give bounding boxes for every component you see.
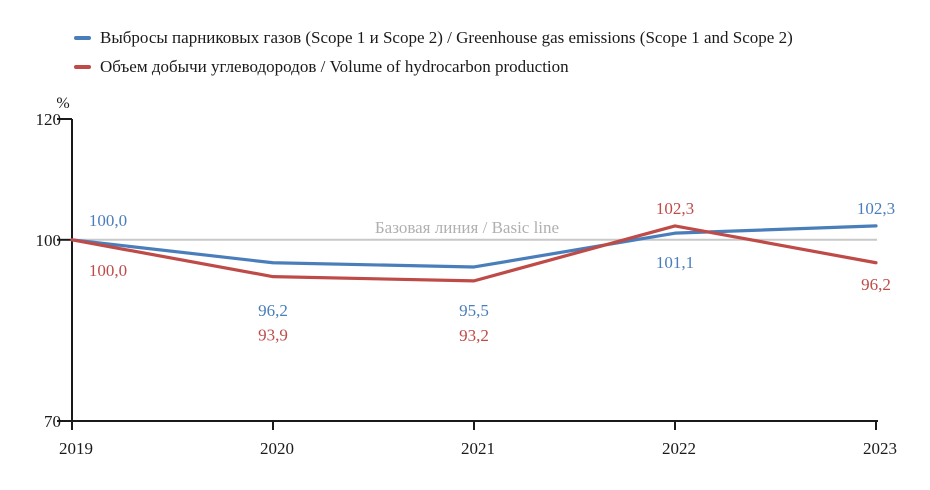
- series-line-emissions: [70, 224, 878, 269]
- series-line-production: [70, 224, 878, 283]
- data-label: 101,1: [656, 253, 694, 272]
- y-axis-unit-label: %: [56, 95, 69, 112]
- x-tick-label: 2023: [863, 439, 897, 458]
- x-tick-label: 2019: [59, 439, 93, 458]
- x-tick-label: 2021: [461, 439, 495, 458]
- y-tick-label: 120: [36, 110, 62, 129]
- legend-swatch-emissions: [74, 35, 91, 40]
- x-tick-label: 2022: [662, 439, 696, 458]
- data-label: 102,3: [857, 199, 895, 218]
- legend-label-production: Объем добычи углеводородов / Volume of h…: [100, 56, 569, 76]
- y-tick-label: 70: [44, 412, 61, 431]
- data-label: 96,2: [861, 275, 891, 294]
- legend-label-emissions: Выбросы парниковых газов (Scope 1 и Scop…: [100, 27, 793, 47]
- data-label: 102,3: [656, 199, 694, 218]
- data-label: 93,2: [459, 326, 489, 345]
- data-label: 95,5: [459, 301, 489, 320]
- x-tick-label: 2020: [260, 439, 294, 458]
- legend-item-production: Объем добычи углеводородов / Volume of h…: [74, 54, 793, 79]
- legend: Выбросы парниковых газов (Scope 1 и Scop…: [74, 25, 793, 79]
- legend-item-emissions: Выбросы парниковых газов (Scope 1 и Scop…: [74, 25, 793, 50]
- data-label: 100,0: [89, 211, 127, 230]
- legend-swatch-production: [74, 64, 91, 69]
- baseline-label: Базовая линия / Basic line: [375, 218, 559, 237]
- data-label: 93,9: [258, 326, 288, 345]
- data-label: 100,0: [89, 261, 127, 280]
- y-tick-label: 100: [36, 231, 62, 250]
- data-label: 96,2: [258, 301, 288, 320]
